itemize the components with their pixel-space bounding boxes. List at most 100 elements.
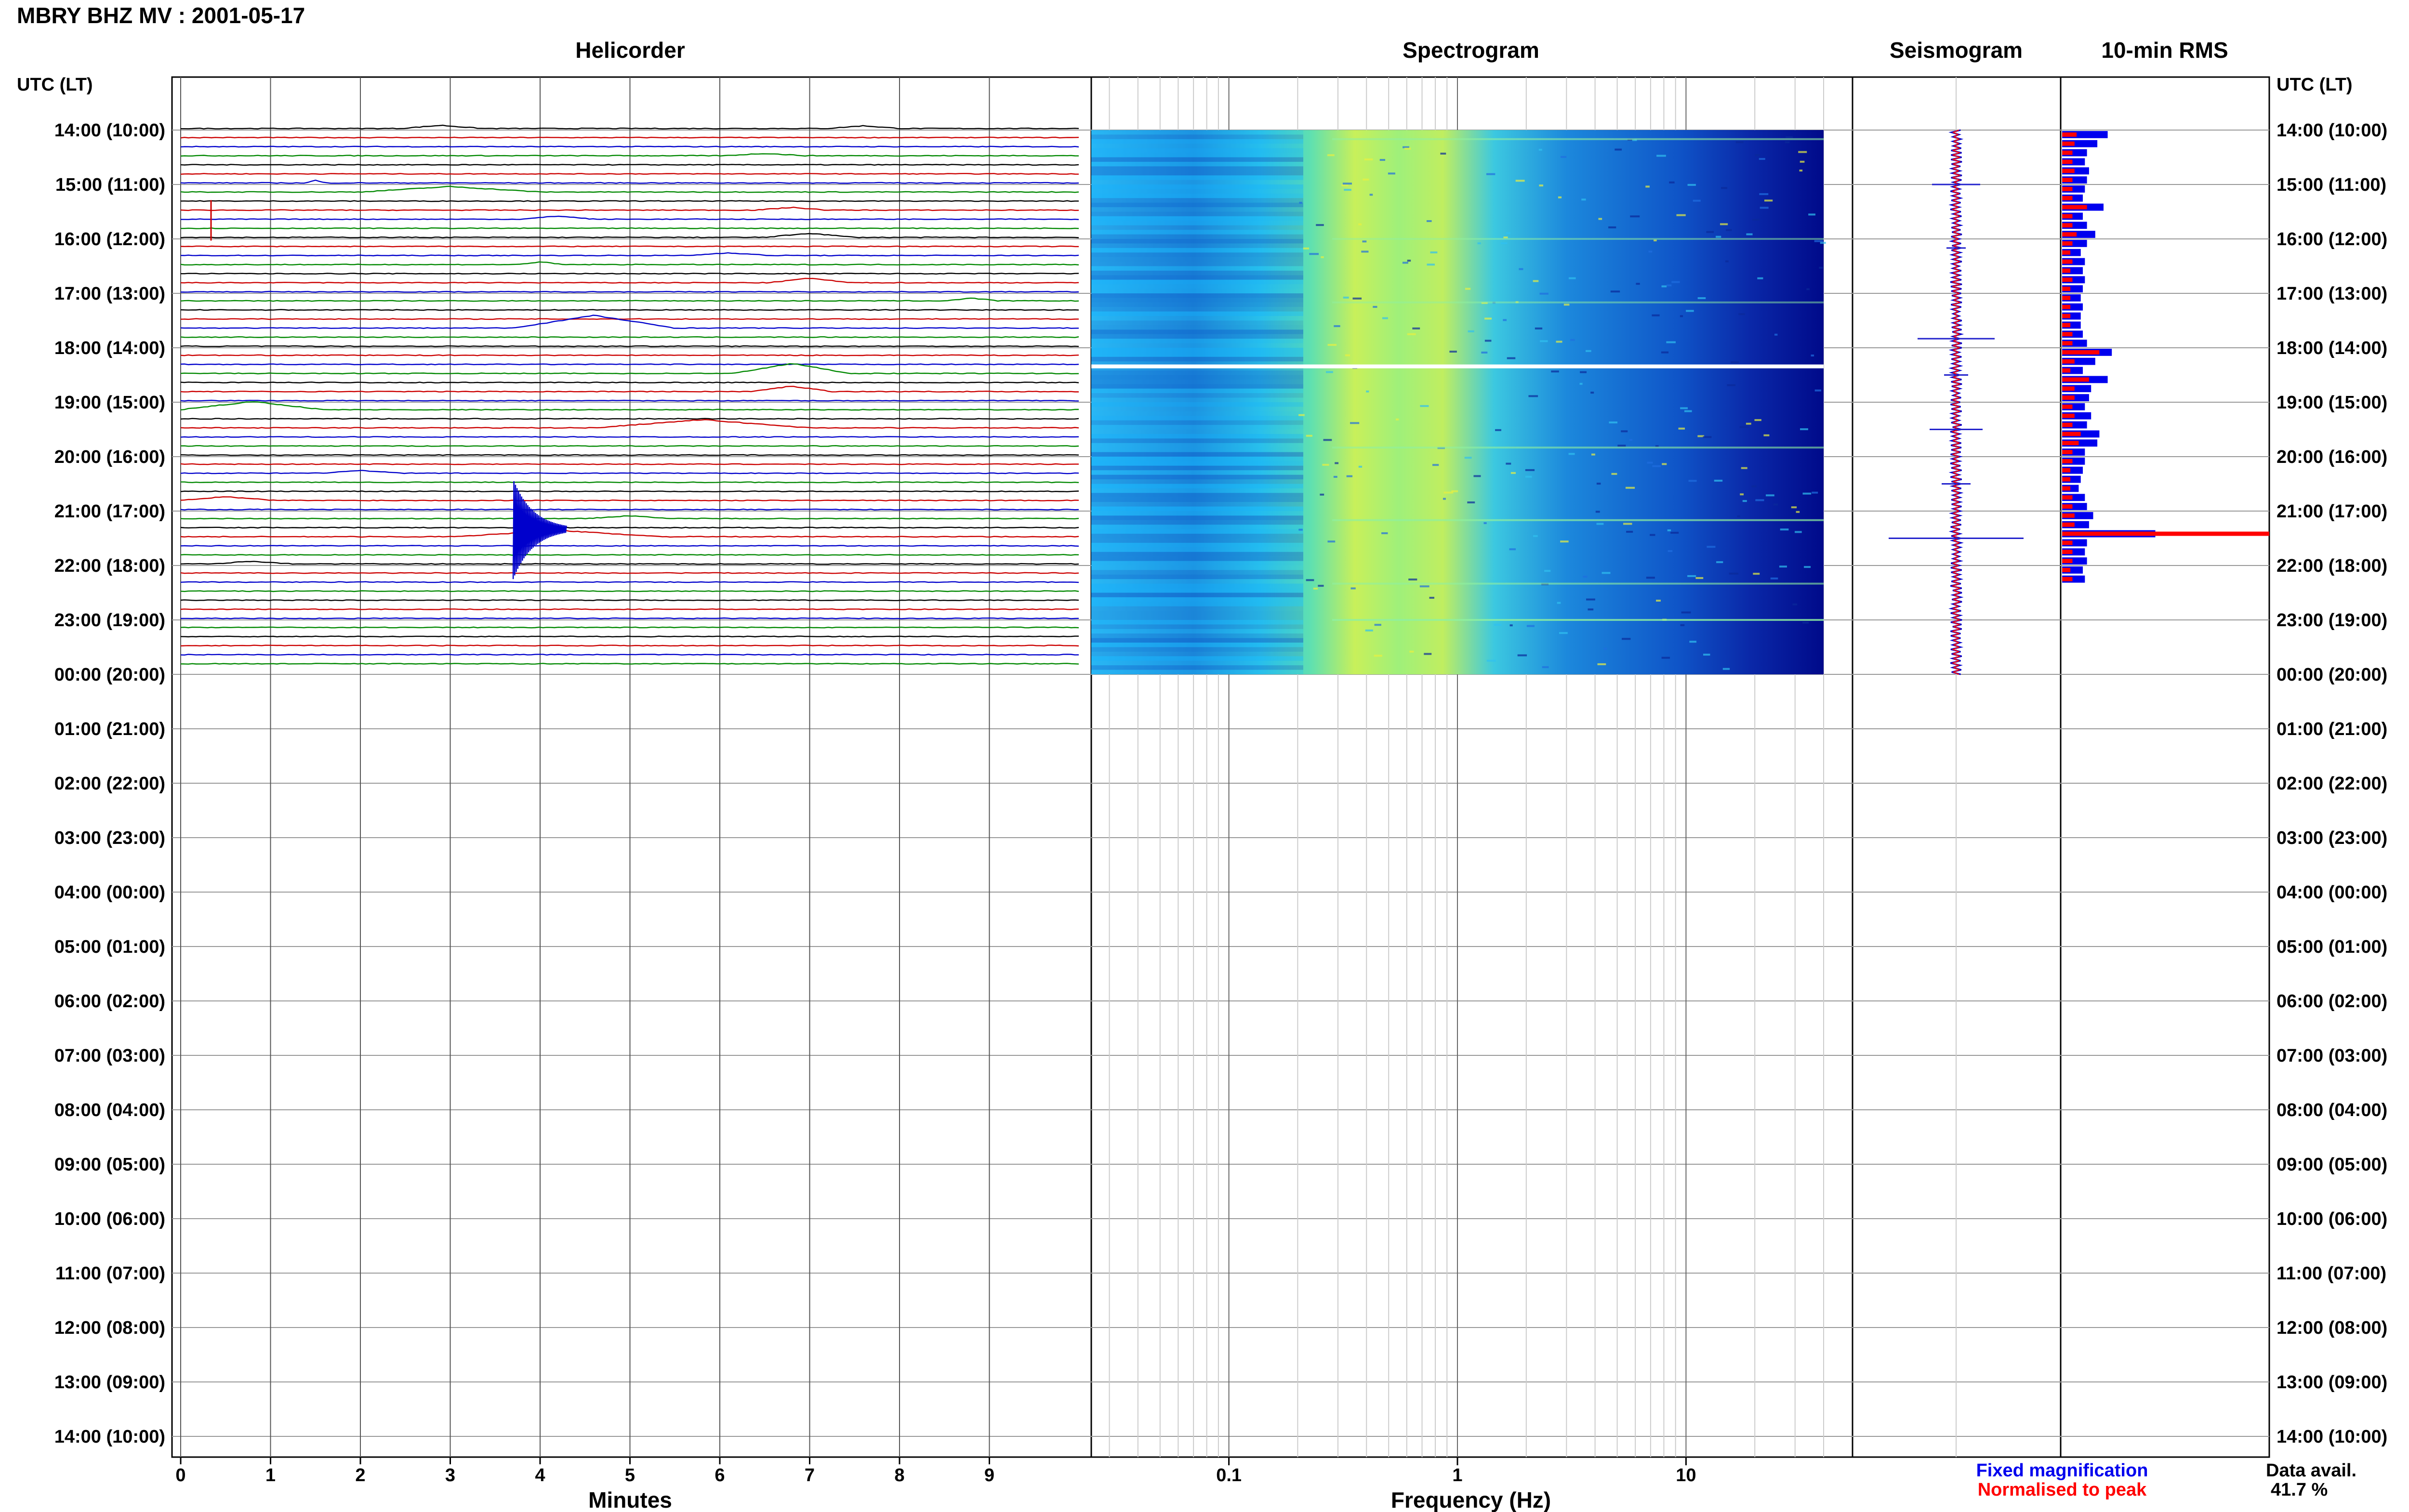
spectrogram-speckle	[1503, 319, 1507, 321]
spectrogram-row-band	[1091, 502, 1303, 507]
spectrogram-speckle	[1811, 355, 1814, 357]
spectrogram-row-band	[1091, 497, 1303, 502]
rms-normalised-bar	[2062, 223, 2073, 228]
rms-normalised-bar	[2062, 277, 2073, 282]
spectrogram-row-band	[1091, 180, 1303, 184]
spectrogram-x-axis-label: Frequency (Hz)	[1391, 1487, 1551, 1512]
spectrogram-row-band	[1091, 334, 1303, 339]
spectrogram-row-band	[1091, 348, 1303, 353]
time-label-left: 05:00 (01:00)	[54, 937, 165, 957]
spectrogram-speckle	[1528, 395, 1538, 397]
spectrogram-row-band	[1091, 171, 1303, 176]
spectrogram-speckle	[1560, 540, 1569, 543]
spectrogram-speckle	[1494, 624, 1502, 626]
spectrogram-speckle	[1327, 344, 1337, 346]
helicorder-x-tick-label: 8	[894, 1465, 904, 1486]
time-label-right: 20:00 (16:00)	[2277, 447, 2387, 467]
spectrogram-row-band	[1091, 534, 1303, 539]
spectrogram-speckle	[1652, 314, 1660, 316]
spectrogram-row-band	[1091, 356, 1303, 362]
rms-normalised-bar	[2062, 386, 2075, 391]
spectrogram-speckle	[1615, 148, 1622, 151]
rms-normalised-bar	[2062, 268, 2071, 273]
time-label-right: 04:00 (00:00)	[2277, 882, 2387, 903]
helicorder-trace	[180, 644, 1079, 647]
spectrogram-speckle	[1510, 472, 1516, 474]
time-label-left: 14:00 (10:00)	[54, 120, 165, 141]
spectrogram-speckle	[1533, 280, 1539, 282]
spectrogram-speckle	[1309, 253, 1319, 255]
spectrogram-speckle	[1656, 599, 1661, 602]
spectrogram-speckle	[1517, 654, 1527, 657]
time-label-left: 22:00 (18:00)	[54, 556, 165, 576]
spectrogram-row-band	[1091, 361, 1303, 366]
time-label-right: 16:00 (12:00)	[2277, 229, 2387, 250]
spectrogram-speckle	[1622, 638, 1631, 640]
spectrogram-speckle	[1500, 242, 1508, 245]
spectrogram-row-band	[1091, 211, 1303, 216]
time-label-left: 09:00 (05:00)	[54, 1155, 165, 1175]
spectrogram-x-tick-label: 0.1	[1216, 1465, 1242, 1486]
time-label-right: 10:00 (06:00)	[2277, 1209, 2387, 1229]
helicorder-trace	[180, 363, 1079, 366]
spectrogram-speckle	[1403, 146, 1409, 148]
spectrogram-row-band	[1091, 375, 1303, 380]
spectrogram-speckle	[1684, 410, 1692, 412]
spectrogram-speckle	[1440, 152, 1446, 155]
spectrogram-speckle	[1721, 187, 1728, 189]
spectrogram-row-band	[1091, 134, 1303, 139]
helicorder-x-tick-label: 1	[265, 1465, 276, 1486]
spectrogram-speckle	[1346, 475, 1353, 477]
spectrogram-speckle	[1451, 490, 1458, 492]
spectrogram-speckle	[1366, 390, 1369, 393]
spectrogram-row-band	[1091, 352, 1303, 357]
spectrogram-speckle	[1693, 199, 1701, 202]
spectrogram-speckle	[1327, 540, 1336, 543]
spectrogram-speckle	[1742, 500, 1747, 502]
time-label-right: 07:00 (03:00)	[2277, 1046, 2387, 1066]
helicorder-trace	[180, 526, 1079, 529]
rms-normalised-bar	[2062, 359, 2075, 364]
spectrogram-speckle	[1335, 462, 1339, 464]
time-label-left: 03:00 (23:00)	[54, 828, 165, 848]
spectrogram-speckle	[1443, 498, 1446, 500]
spectrogram-speckle	[1737, 515, 1740, 517]
spectrogram-speckle	[1735, 141, 1744, 144]
spectrogram-speckle	[1412, 327, 1420, 329]
spectrogram-row-band	[1091, 643, 1303, 647]
spectrogram-speckle	[1626, 531, 1633, 533]
spectrogram-row-band	[1091, 525, 1303, 529]
rms-normalised-bar	[2062, 186, 2073, 191]
spectrogram-speckle	[1669, 181, 1675, 184]
spectrogram-speckle	[1697, 297, 1706, 299]
spectrogram-row-band	[1091, 629, 1303, 634]
time-axis-header-left: UTC (LT)	[17, 75, 93, 95]
spectrogram-speckle	[1542, 666, 1549, 669]
spectrogram-speckle	[1764, 199, 1773, 202]
seismogram-normalised-trace	[1951, 130, 1961, 675]
spectrogram-speckle	[1373, 306, 1377, 308]
spectrogram-speckle	[1703, 654, 1710, 656]
rms-normalised-bar	[2062, 567, 2071, 572]
helicorder-trace	[180, 662, 1079, 665]
spectrogram-row-band	[1091, 130, 1303, 135]
rms-normalised-bar	[2062, 150, 2073, 155]
spectrogram-row-band	[1091, 166, 1303, 171]
spectrogram-row-band	[1091, 565, 1303, 570]
rms-normalised-bar	[2062, 205, 2087, 210]
spectrogram-speckle	[1650, 534, 1655, 536]
rms-normalised-bar	[2062, 522, 2075, 527]
spectrogram-row-band	[1091, 493, 1303, 498]
spectrogram-speckle	[1802, 492, 1812, 495]
helicorder-trace	[180, 654, 1079, 656]
time-label-right: 14:00 (10:00)	[2277, 120, 2387, 141]
spectrogram-speckle	[1465, 288, 1471, 290]
spectrogram-row-band	[1091, 574, 1303, 579]
helicorder-trace	[180, 561, 1079, 565]
spectrogram-speckle	[1362, 240, 1367, 243]
time-label-left: 11:00 (07:00)	[55, 1263, 165, 1284]
spectrogram-row-band	[1091, 388, 1303, 394]
spectrogram-speckle	[1374, 655, 1382, 657]
helicorder-trace	[180, 626, 1079, 629]
spectrogram-row-band	[1091, 425, 1303, 430]
